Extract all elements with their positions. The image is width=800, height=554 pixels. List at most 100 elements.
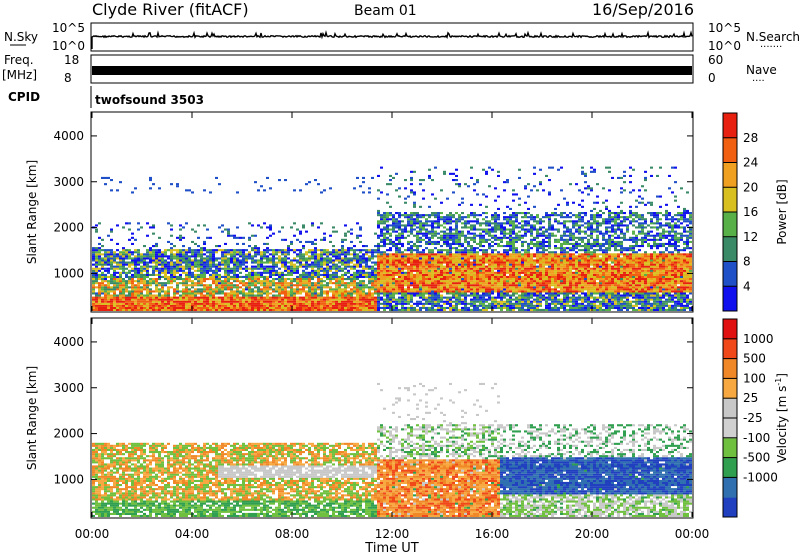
range-cell — [215, 267, 218, 270]
range-cell — [458, 275, 461, 278]
range-cell — [323, 271, 326, 274]
range-cell — [308, 273, 311, 276]
range-cell — [383, 226, 386, 229]
nave-label: Nave — [746, 63, 777, 77]
range-cell — [419, 230, 422, 233]
range-cell — [158, 261, 161, 264]
range-cell — [407, 288, 410, 291]
range-cell — [146, 280, 149, 283]
range-cell — [434, 275, 437, 278]
range-cell — [182, 278, 185, 281]
range-cell — [131, 263, 134, 266]
range-cell — [320, 294, 323, 297]
range-cell — [284, 282, 287, 285]
range-cell — [431, 193, 434, 196]
range-cell — [458, 271, 461, 274]
range-cell — [233, 234, 236, 237]
range-cell — [533, 166, 536, 169]
range-cell — [359, 263, 362, 266]
range-cell — [533, 271, 536, 274]
range-cell — [356, 304, 359, 307]
range-cell — [188, 261, 191, 264]
range-cell — [173, 267, 176, 270]
range-cell — [299, 306, 302, 309]
range-cell — [491, 286, 494, 289]
range-cell — [482, 308, 485, 311]
range-cell — [404, 278, 407, 281]
range-cell — [443, 240, 446, 243]
range-cell — [347, 269, 350, 272]
range-cell — [395, 308, 398, 311]
range-cell — [476, 304, 479, 307]
range-cell — [512, 226, 515, 229]
range-cell — [230, 300, 233, 303]
range-cell — [233, 251, 236, 254]
range-cell — [461, 298, 464, 301]
range-cell — [344, 273, 347, 276]
range-cell — [224, 294, 227, 297]
range-cell — [329, 306, 332, 309]
range-cell — [293, 298, 296, 301]
range-cell — [497, 214, 500, 217]
range-cell — [308, 278, 311, 281]
range-cell — [401, 280, 404, 283]
range-cell — [332, 306, 335, 309]
range-cell — [395, 245, 398, 248]
range-cell — [197, 259, 200, 262]
range-cell — [203, 304, 206, 307]
range-cell — [290, 294, 293, 297]
range-cell — [476, 242, 479, 245]
range-cell — [452, 278, 455, 281]
range-cell — [431, 292, 434, 295]
range-cell — [188, 292, 191, 295]
range-cell — [350, 284, 353, 287]
range-cell — [98, 259, 101, 262]
range-cell — [389, 212, 392, 215]
range-cell — [389, 179, 392, 182]
range-cell — [107, 271, 110, 274]
range-cell — [119, 300, 122, 303]
range-cell — [515, 265, 518, 268]
range-cell — [200, 278, 203, 281]
range-cell — [518, 197, 521, 200]
range-cell — [245, 300, 248, 303]
range-cell — [380, 245, 383, 248]
range-cell — [449, 286, 452, 289]
range-cell — [284, 179, 287, 182]
range-cell — [533, 242, 536, 245]
range-cell — [134, 271, 137, 274]
range-cell — [536, 240, 539, 243]
range-cell — [362, 257, 365, 260]
range-cell — [143, 306, 146, 309]
range-cell — [152, 300, 155, 303]
range-cell — [197, 308, 200, 311]
range-cell — [125, 255, 128, 258]
range-cell — [182, 269, 185, 272]
range-cell — [188, 263, 191, 266]
range-cell — [128, 296, 131, 299]
range-cell — [356, 176, 359, 179]
range-cell — [518, 261, 521, 264]
range-cell — [485, 253, 488, 256]
range-cell — [422, 179, 425, 182]
range-cell — [449, 265, 452, 268]
range-cell — [353, 275, 356, 278]
range-cell — [218, 261, 221, 264]
range-cell — [458, 278, 461, 281]
range-cell — [185, 282, 188, 285]
range-cell — [518, 296, 521, 299]
range-cell — [446, 280, 449, 283]
range-cell — [443, 284, 446, 287]
range-cell — [116, 275, 119, 278]
range-cell — [434, 284, 437, 287]
range-cell — [422, 275, 425, 278]
range-cell — [308, 288, 311, 291]
range-cell — [488, 306, 491, 309]
range-cell — [299, 290, 302, 293]
range-cell — [164, 296, 167, 299]
range-cell — [200, 284, 203, 287]
range-cell — [476, 282, 479, 285]
range-cell — [245, 273, 248, 276]
range-cell — [284, 300, 287, 303]
range-cell — [416, 240, 419, 243]
